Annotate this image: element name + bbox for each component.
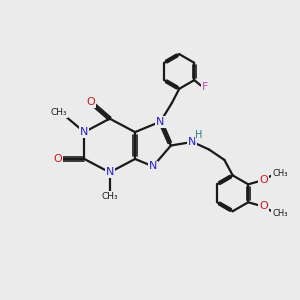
Text: F: F: [202, 82, 208, 92]
Text: O: O: [86, 97, 95, 107]
Text: O: O: [260, 175, 268, 185]
Text: H: H: [195, 130, 203, 140]
Text: CH₃: CH₃: [272, 209, 288, 218]
Text: CH₃: CH₃: [101, 192, 118, 201]
Text: N: N: [80, 127, 88, 137]
Text: O: O: [260, 201, 268, 212]
Text: CH₃: CH₃: [272, 169, 288, 178]
Text: N: N: [188, 137, 196, 147]
Text: O: O: [53, 154, 62, 164]
Text: CH₃: CH₃: [51, 109, 68, 118]
Text: N: N: [149, 161, 157, 171]
Text: N: N: [106, 167, 114, 177]
Text: N: N: [156, 117, 165, 127]
